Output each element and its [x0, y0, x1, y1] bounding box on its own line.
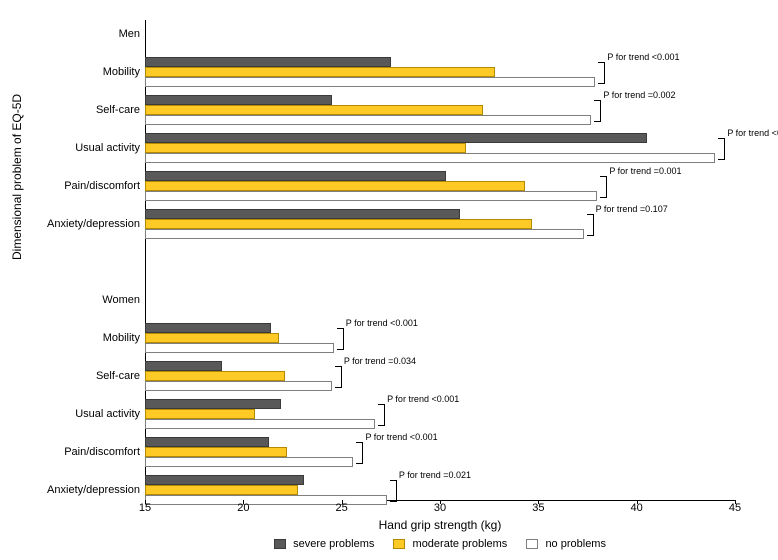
chart-container: Dimensional problem of EQ-5D Hand grip s… — [0, 0, 778, 560]
bar-moderate — [145, 333, 279, 343]
bar-severe — [145, 171, 446, 181]
bar-moderate — [145, 447, 287, 457]
category-label: Mobility — [10, 332, 140, 344]
bar-moderate — [145, 485, 298, 495]
bar-none — [145, 153, 715, 163]
x-tick-label: 45 — [729, 502, 741, 514]
p-bracket — [335, 366, 342, 388]
legend-swatch-severe — [274, 539, 286, 549]
category-label: Usual activity — [10, 142, 140, 154]
p-trend-label: P for trend <0.001 — [607, 52, 679, 62]
legend-item-none: no problems — [526, 538, 606, 550]
bar-moderate — [145, 67, 495, 77]
bar-severe — [145, 399, 281, 409]
p-bracket — [587, 214, 594, 236]
p-bracket — [718, 138, 725, 160]
bar-severe — [145, 95, 332, 105]
p-bracket — [598, 62, 605, 84]
p-trend-label: P for trend =0.001 — [609, 166, 681, 176]
legend-label-severe: severe problems — [293, 538, 374, 550]
p-trend-label: P for trend =0.002 — [603, 90, 675, 100]
bar-none — [145, 343, 334, 353]
x-tick-label: 25 — [336, 502, 348, 514]
p-trend-label: P for trend =0.034 — [344, 356, 416, 366]
legend-label-moderate: moderate problems — [413, 538, 508, 550]
p-trend-label: P for trend =0.021 — [399, 470, 471, 480]
bar-severe — [145, 133, 647, 143]
x-tick-label: 30 — [434, 502, 446, 514]
bar-moderate — [145, 371, 285, 381]
bar-moderate — [145, 219, 532, 229]
legend: severe problems moderate problems no pro… — [145, 538, 735, 550]
category-label: Self-care — [10, 370, 140, 382]
x-tick-label: 40 — [631, 502, 643, 514]
bar-none — [145, 77, 595, 87]
p-bracket — [356, 442, 363, 464]
x-tick-label: 15 — [139, 502, 151, 514]
x-tick-label: 20 — [237, 502, 249, 514]
p-trend-label: P for trend =0.107 — [596, 204, 668, 214]
legend-swatch-moderate — [393, 539, 405, 549]
bar-none — [145, 419, 375, 429]
bar-none — [145, 381, 332, 391]
x-tick-label: 35 — [532, 502, 544, 514]
bar-none — [145, 191, 597, 201]
legend-swatch-none — [526, 539, 538, 549]
p-trend-label: P for trend <0.001 — [346, 318, 418, 328]
p-trend-label: P for trend <0.001 — [365, 432, 437, 442]
legend-item-severe: severe problems — [274, 538, 374, 550]
p-bracket — [378, 404, 385, 426]
legend-item-moderate: moderate problems — [393, 538, 507, 550]
bar-severe — [145, 57, 391, 67]
category-label: Mobility — [10, 66, 140, 78]
bar-none — [145, 115, 591, 125]
bar-moderate — [145, 409, 255, 419]
category-label: Anxiety/depression — [10, 484, 140, 496]
category-label: Anxiety/depression — [10, 218, 140, 230]
p-bracket — [337, 328, 344, 350]
bar-none — [145, 495, 387, 505]
bar-severe — [145, 209, 460, 219]
p-trend-label: P for trend <0.001 — [387, 394, 459, 404]
bar-severe — [145, 475, 304, 485]
bar-severe — [145, 323, 271, 333]
category-label: Self-care — [10, 104, 140, 116]
legend-label-none: no problems — [545, 538, 606, 550]
category-label: Pain/discomfort — [10, 446, 140, 458]
section-header: Women — [10, 294, 140, 306]
bar-moderate — [145, 105, 483, 115]
section-header: Men — [10, 28, 140, 40]
bar-moderate — [145, 181, 525, 191]
bar-none — [145, 229, 584, 239]
bar-none — [145, 457, 353, 467]
p-bracket — [594, 100, 601, 122]
bar-severe — [145, 361, 222, 371]
category-label: Pain/discomfort — [10, 180, 140, 192]
y-axis-title: Dimensional problem of EQ-5D — [10, 94, 24, 260]
x-axis-title: Hand grip strength (kg) — [145, 518, 735, 532]
p-trend-label: P for trend <0.001 — [727, 128, 778, 138]
p-bracket — [390, 480, 397, 502]
bar-severe — [145, 437, 269, 447]
p-bracket — [600, 176, 607, 198]
bar-moderate — [145, 143, 466, 153]
category-label: Usual activity — [10, 408, 140, 420]
